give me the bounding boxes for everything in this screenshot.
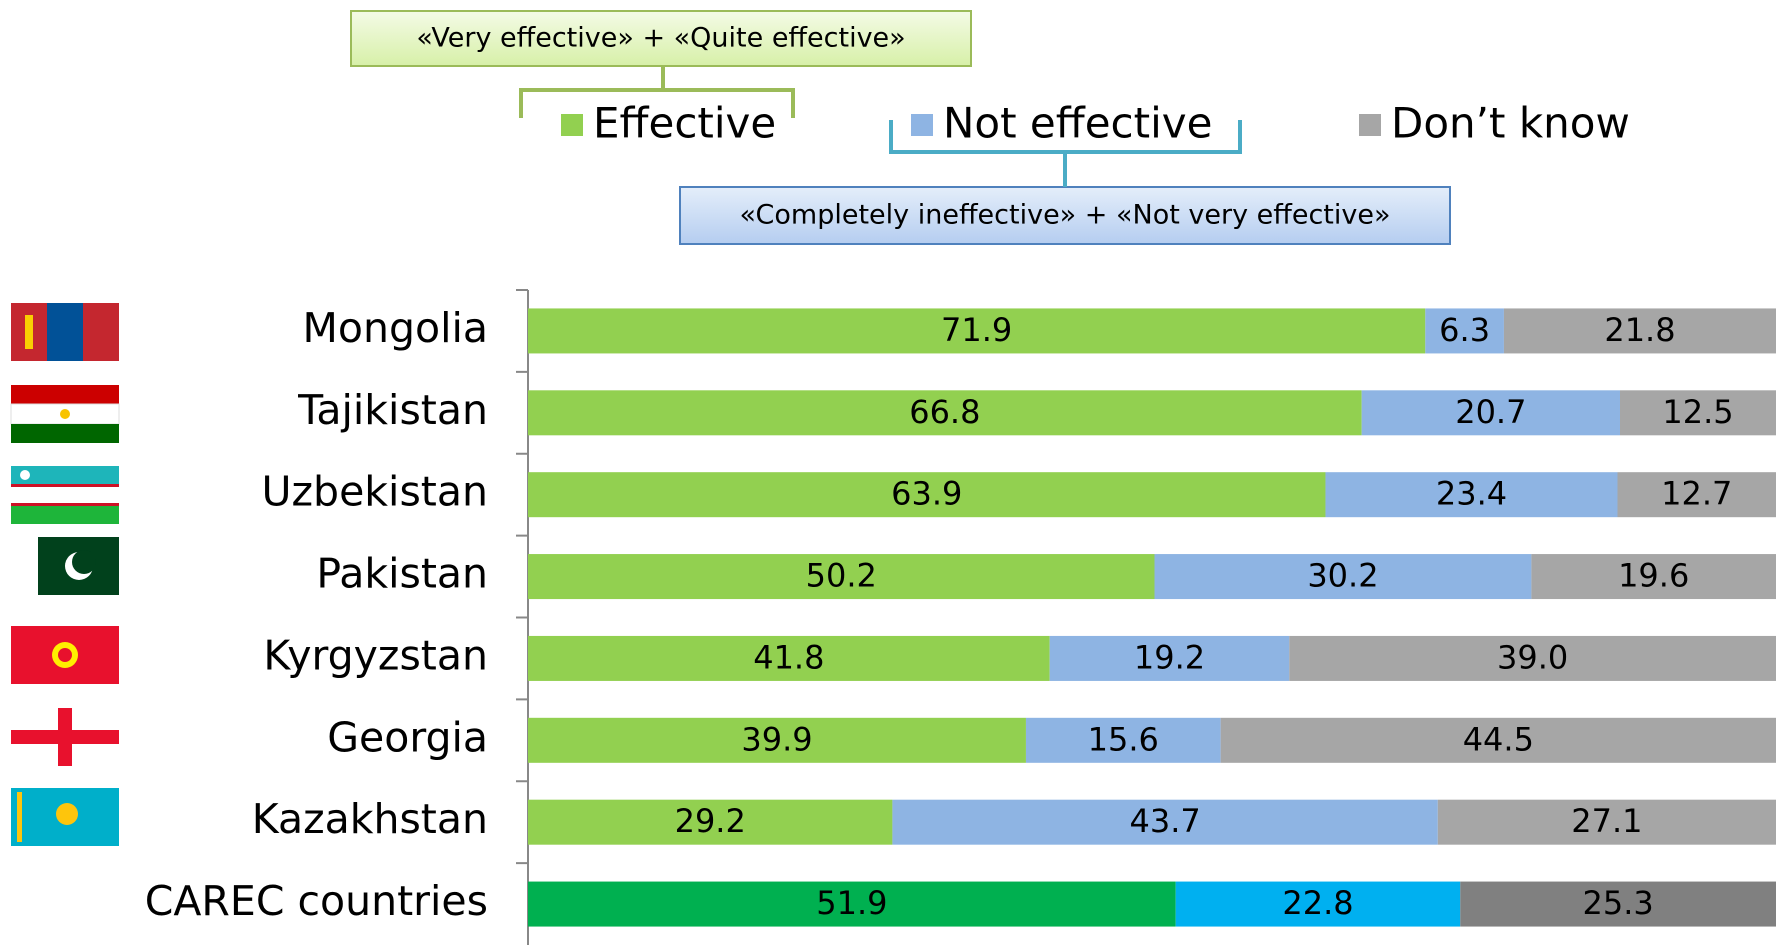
y-tick-label: Kyrgyzstan: [263, 631, 488, 679]
value-label: 19.6: [1618, 557, 1689, 595]
value-label: 19.2: [1134, 638, 1205, 676]
value-label: 66.8: [909, 393, 980, 431]
flags: [10, 303, 120, 846]
value-label: 22.8: [1282, 884, 1353, 922]
value-label: 21.8: [1604, 311, 1675, 349]
value-label: 71.9: [941, 311, 1012, 349]
bar-segment: [1049, 635, 1290, 681]
bar-segment: [1361, 390, 1620, 436]
bar-segment: [1437, 799, 1776, 845]
bar-segment: [1025, 717, 1221, 763]
bar-segment: [528, 881, 1176, 927]
bar-segment: [528, 799, 893, 845]
legend-label: Not effective: [943, 99, 1212, 148]
y-tick-label: Georgia: [327, 713, 488, 761]
value-label: 41.8: [753, 638, 824, 676]
legend-swatch: [1359, 114, 1381, 136]
bar-segment: [1175, 881, 1461, 927]
value-label: 15.6: [1088, 720, 1159, 758]
value-label: 63.9: [891, 475, 962, 513]
legend-swatch: [561, 114, 583, 136]
bar-segment: [1460, 881, 1776, 927]
value-label: 6.3: [1439, 311, 1490, 349]
annotation: «Completely ineffective» + «Not very eff…: [739, 200, 1390, 231]
value-label: 43.7: [1129, 802, 1200, 840]
bar-segment: [528, 554, 1155, 600]
value-label: 51.9: [816, 884, 887, 922]
annotation-box: [350, 10, 972, 67]
bar-segment: [1220, 717, 1776, 763]
bracket: [519, 66, 795, 118]
bar-segment: [528, 635, 1050, 681]
bar-segment: [1617, 472, 1776, 518]
bar-segment: [1425, 308, 1504, 354]
value-label: 29.2: [675, 802, 746, 840]
legend-label: Don’t know: [1391, 99, 1630, 148]
y-tick-label: Mongolia: [303, 304, 488, 352]
bar-segment: [1620, 390, 1776, 436]
bar-segment: [892, 799, 1438, 845]
bracket: [889, 120, 1242, 187]
value-label: 50.2: [806, 557, 877, 595]
y-tick-label: Tajikistan: [297, 386, 488, 434]
y-tick-label: CAREC countries: [145, 877, 488, 925]
bar-segment: [1154, 554, 1532, 600]
value-label: 44.5: [1463, 720, 1534, 758]
bar-segment: [528, 390, 1362, 436]
y-tick-label: Pakistan: [316, 550, 488, 598]
value-label: 23.4: [1436, 475, 1507, 513]
legend-swatch: [911, 114, 933, 136]
value-label: 39.0: [1497, 638, 1568, 676]
legend-label: Effective: [593, 99, 776, 148]
bar-segment: [528, 717, 1026, 763]
bar-segment: [1503, 308, 1776, 354]
value-label: 20.7: [1455, 393, 1526, 431]
value-label: 30.2: [1307, 557, 1378, 595]
bar-segment: [1289, 635, 1776, 681]
bar-segment: [1325, 472, 1618, 518]
value-label: 12.5: [1662, 393, 1733, 431]
bar-segment: [528, 472, 1326, 518]
annotation: «Very effective» + «Quite effective»: [416, 23, 905, 54]
value-label: 12.7: [1661, 475, 1732, 513]
value-label: 39.9: [741, 720, 812, 758]
value-label: 27.1: [1571, 802, 1642, 840]
y-tick-label: Kazakhstan: [252, 795, 488, 843]
bar-segment: [528, 308, 1426, 354]
y-tick-label: Uzbekistan: [262, 468, 488, 516]
value-label: 25.3: [1583, 884, 1654, 922]
bar-segment: [1531, 554, 1776, 600]
